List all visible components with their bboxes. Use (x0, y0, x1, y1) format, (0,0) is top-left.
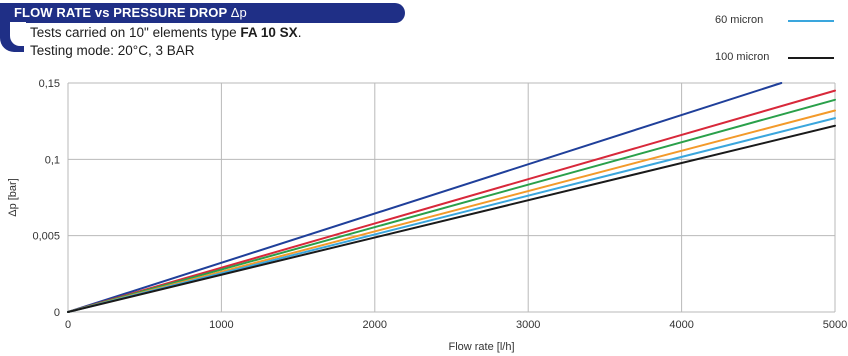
series-line-2 (67, 98, 836, 313)
subtitle-line-1-prefix: Tests carried on 10" elements type (30, 25, 241, 40)
y-tick-label-1: 0,005 (32, 231, 60, 243)
axis-labels: 0 1000 2000 3000 4000 5000 0 0,005 0,1 0,15 Flow r… (7, 78, 847, 353)
legend-label-100-micron: 100 micron (715, 51, 770, 63)
x-tick-label-0: 0 (65, 319, 71, 331)
title-banner: FLOW RATE vs PRESSURE DROP Δp (0, 3, 405, 23)
x-tick-label-5: 5000 (823, 319, 847, 331)
legend-label-60-micron: 60 micron (715, 14, 764, 26)
x-tick-label-1: 1000 (209, 319, 233, 331)
series-line-4 (67, 117, 836, 313)
subtitle-line-1-bold: FA 10 SX (240, 25, 298, 40)
chart-title-text: FLOW RATE vs PRESSURE DROP (14, 5, 228, 20)
y-tick-label-3: 0,15 (39, 78, 60, 90)
legend-swatch-60-micron (788, 20, 834, 22)
y-axis-title: Δp [bar] (7, 178, 19, 217)
series-line-3 (67, 109, 836, 313)
chart-title: FLOW RATE vs PRESSURE DROP Δp (14, 5, 247, 20)
series-lines (67, 82, 836, 313)
y-tick-label-0: 0 (54, 307, 60, 319)
grid-lines (67, 82, 836, 313)
title-banner-hook-cut (10, 22, 26, 46)
series-line-0 (67, 82, 783, 313)
series-line-1 (67, 89, 836, 313)
chart-title-symbol: Δp (230, 5, 247, 20)
series-line-5 (67, 124, 836, 313)
x-tick-label-3: 3000 (516, 319, 540, 331)
legend-swatch-100-micron (788, 57, 834, 59)
subtitle-line-2: Testing mode: 20°C, 3 BAR (30, 43, 195, 58)
subtitle-line-1-suffix: . (297, 25, 302, 40)
y-tick-label-2: 0,1 (45, 154, 60, 166)
x-tick-label-2: 2000 (363, 319, 387, 331)
subtitle-line-1: Tests carried on 10" elements type FA 10… (30, 25, 301, 40)
x-tick-label-4: 4000 (669, 319, 693, 331)
x-axis-title: Flow rate [l/h] (448, 341, 514, 353)
